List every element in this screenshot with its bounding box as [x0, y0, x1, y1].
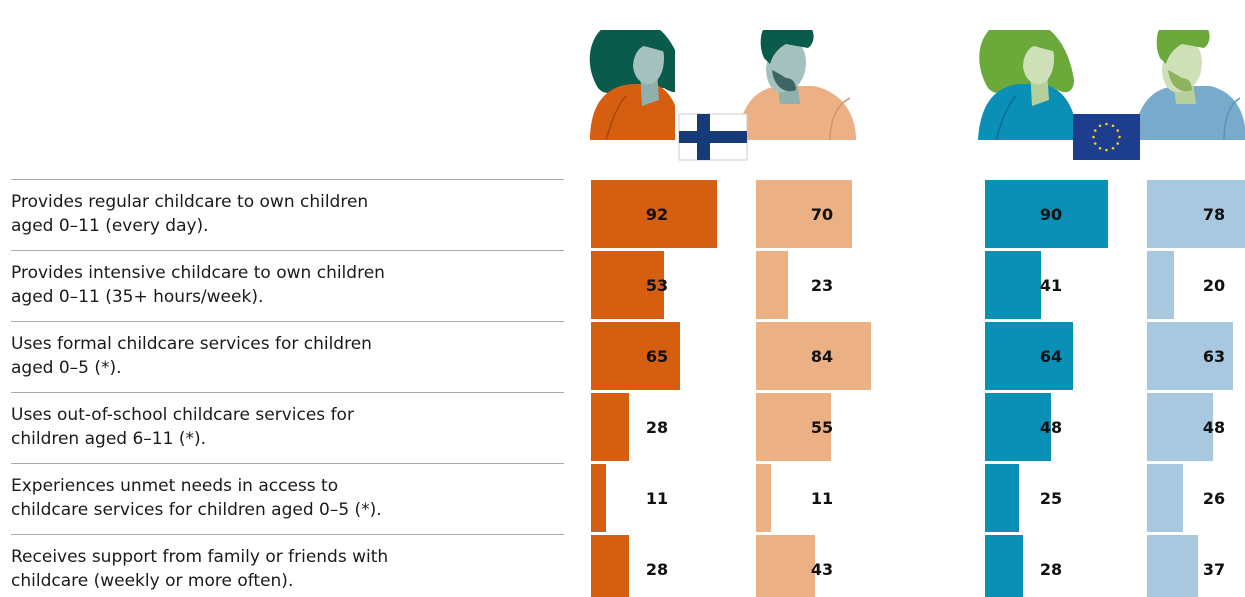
category-label-line: Experiences unmet needs in access to: [11, 476, 338, 496]
bar-eu-men: [1147, 322, 1233, 390]
eu-flag-star: [1098, 146, 1102, 150]
eu-flag-icon: [1073, 114, 1140, 160]
value-label: 78: [1203, 205, 1225, 224]
category-label: Receives support from family or friends …: [11, 547, 388, 591]
value-label: 28: [1040, 560, 1062, 579]
category-label-line: childcare services for children aged 0–5…: [11, 500, 382, 520]
finland-flag-icon: [678, 113, 748, 161]
eu-flag-star: [1111, 146, 1115, 150]
value-label: 55: [811, 418, 833, 437]
eu-flag-star: [1098, 124, 1102, 128]
value-labels: 92 70 90 78 53 23 41 20 65 84 64 63 28 55 48 48 11 11 25 26…: [646, 205, 1225, 579]
finland-man-figure-icon: [738, 30, 856, 140]
bar-fi-women: [591, 251, 664, 319]
bar-eu-women: [985, 464, 1019, 532]
bars: [591, 180, 1245, 597]
value-label: 37: [1203, 560, 1225, 579]
value-label: 25: [1040, 489, 1062, 508]
bar-eu-men: [1147, 251, 1174, 319]
bar-eu-women: [985, 251, 1041, 319]
bar-fi-men: [756, 464, 771, 532]
eu-flag-star: [1105, 122, 1108, 126]
value-label: 48: [1040, 418, 1062, 437]
value-label: 70: [811, 205, 833, 224]
bar-fi-men: [756, 393, 831, 461]
bar-eu-women: [985, 322, 1073, 390]
value-label: 43: [811, 560, 833, 579]
value-label: 90: [1040, 205, 1062, 224]
eu-flag-star: [1105, 148, 1108, 152]
bar-eu-women: [985, 393, 1051, 461]
eu-flag-star: [1118, 135, 1121, 139]
category-label-line: Provides regular childcare to own childr…: [11, 192, 368, 212]
category-label-line: Uses out-of-school childcare services fo…: [11, 405, 354, 425]
value-label: 20: [1203, 276, 1225, 295]
value-label: 28: [646, 560, 668, 579]
value-label: 48: [1203, 418, 1225, 437]
row-labels: Provides regular childcare to own childr…: [11, 192, 388, 591]
category-label: Uses formal childcare services for child…: [11, 334, 372, 378]
bar-eu-women: [985, 180, 1108, 248]
eu-flag-star: [1116, 142, 1120, 145]
value-label: 11: [646, 489, 668, 508]
eu-flag-star: [1093, 142, 1097, 145]
category-label-line: children aged 6–11 (*).: [11, 429, 206, 449]
bar-fi-women: [591, 535, 629, 597]
category-label: Provides regular childcare to own childr…: [11, 192, 368, 236]
eu-man-figure-icon: [1134, 30, 1245, 140]
eu-flag-star: [1111, 124, 1115, 128]
category-label: Experiences unmet needs in access to chil…: [11, 476, 382, 520]
bar-eu-women: [985, 535, 1023, 597]
bar-eu-men: [1147, 535, 1198, 597]
value-label: 41: [1040, 276, 1062, 295]
bar-fi-men: [756, 180, 852, 248]
value-label: 63: [1203, 347, 1225, 366]
category-label-line: Provides intensive childcare to own chil…: [11, 263, 385, 283]
value-label: 23: [811, 276, 833, 295]
value-label: 92: [646, 205, 668, 224]
category-label: Uses out-of-school childcare services fo…: [11, 405, 354, 449]
eu-flag-star: [1116, 129, 1120, 132]
bar-fi-men: [756, 251, 788, 319]
category-label-line: aged 0–11 (every day).: [11, 216, 209, 236]
value-label: 84: [811, 347, 833, 366]
category-label-line: Uses formal childcare services for child…: [11, 334, 372, 354]
category-label-line: childcare (weekly or more often).: [11, 571, 293, 591]
bar-fi-women: [591, 464, 606, 532]
bar-eu-men: [1147, 464, 1183, 532]
eu-woman-figure-icon: [978, 30, 1078, 140]
bar-eu-men: [1147, 393, 1213, 461]
value-label: 64: [1040, 347, 1062, 366]
eu-flag-star: [1093, 129, 1097, 132]
bar-fi-men: [756, 535, 815, 597]
value-label: 65: [646, 347, 668, 366]
eu-flag-star: [1092, 135, 1095, 139]
bar-fi-women: [591, 180, 717, 248]
value-label: 53: [646, 276, 668, 295]
category-label-line: aged 0–11 (35+ hours/week).: [11, 287, 263, 307]
bar-fi-women: [591, 393, 629, 461]
bar-eu-men: [1147, 180, 1245, 248]
value-label: 28: [646, 418, 668, 437]
bar-fi-men: [756, 322, 871, 390]
row-dividers: [11, 179, 564, 535]
value-label: 11: [811, 489, 833, 508]
category-label-line: Receives support from family or friends …: [11, 547, 388, 567]
value-label: 26: [1203, 489, 1225, 508]
category-label-line: aged 0–5 (*).: [11, 358, 122, 378]
bar-fi-women: [591, 322, 680, 390]
finland-woman-figure-icon: [589, 30, 675, 140]
category-label: Provides intensive childcare to own chil…: [11, 263, 385, 307]
